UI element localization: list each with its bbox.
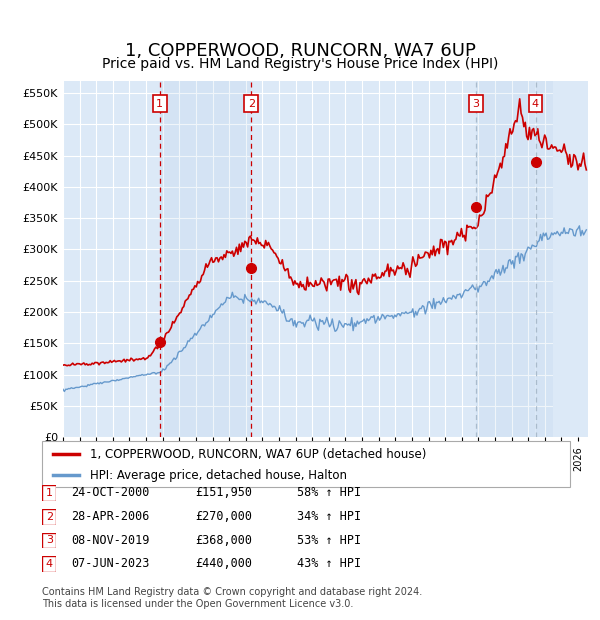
Text: Price paid vs. HM Land Registry's House Price Index (HPI): Price paid vs. HM Land Registry's House …: [102, 58, 498, 71]
Text: 43% ↑ HPI: 43% ↑ HPI: [297, 557, 361, 570]
Bar: [536, 81, 553, 437]
FancyBboxPatch shape: [42, 509, 56, 525]
Text: HPI: Average price, detached house, Halton: HPI: Average price, detached house, Halt…: [89, 469, 347, 482]
Text: £270,000: £270,000: [195, 510, 252, 523]
Bar: [476, 81, 535, 437]
Text: 08-NOV-2019: 08-NOV-2019: [71, 534, 149, 546]
Text: 3: 3: [46, 535, 53, 546]
FancyBboxPatch shape: [42, 533, 56, 548]
Text: £440,000: £440,000: [195, 557, 252, 570]
Text: 1, COPPERWOOD, RUNCORN, WA7 6UP (detached house): 1, COPPERWOOD, RUNCORN, WA7 6UP (detache…: [89, 448, 426, 461]
Text: 53% ↑ HPI: 53% ↑ HPI: [297, 534, 361, 546]
FancyBboxPatch shape: [42, 556, 56, 572]
Text: 2: 2: [46, 512, 53, 522]
Text: 58% ↑ HPI: 58% ↑ HPI: [297, 487, 361, 499]
Text: 07-JUN-2023: 07-JUN-2023: [71, 557, 149, 570]
Bar: [553, 81, 588, 437]
Text: 4: 4: [46, 559, 53, 569]
Text: 4: 4: [532, 99, 539, 108]
FancyBboxPatch shape: [42, 485, 56, 501]
Text: 1: 1: [156, 99, 163, 108]
Text: £368,000: £368,000: [195, 534, 252, 546]
Text: 2: 2: [248, 99, 255, 108]
Text: Contains HM Land Registry data © Crown copyright and database right 2024.
This d: Contains HM Land Registry data © Crown c…: [42, 587, 422, 609]
Text: 34% ↑ HPI: 34% ↑ HPI: [297, 510, 361, 523]
Text: 1, COPPERWOOD, RUNCORN, WA7 6UP: 1, COPPERWOOD, RUNCORN, WA7 6UP: [125, 42, 475, 60]
Text: £151,950: £151,950: [195, 487, 252, 499]
Text: 3: 3: [472, 99, 479, 108]
Bar: [160, 81, 251, 437]
Text: 24-OCT-2000: 24-OCT-2000: [71, 487, 149, 499]
Text: 28-APR-2006: 28-APR-2006: [71, 510, 149, 523]
FancyBboxPatch shape: [42, 441, 570, 487]
Text: 1: 1: [46, 488, 53, 498]
